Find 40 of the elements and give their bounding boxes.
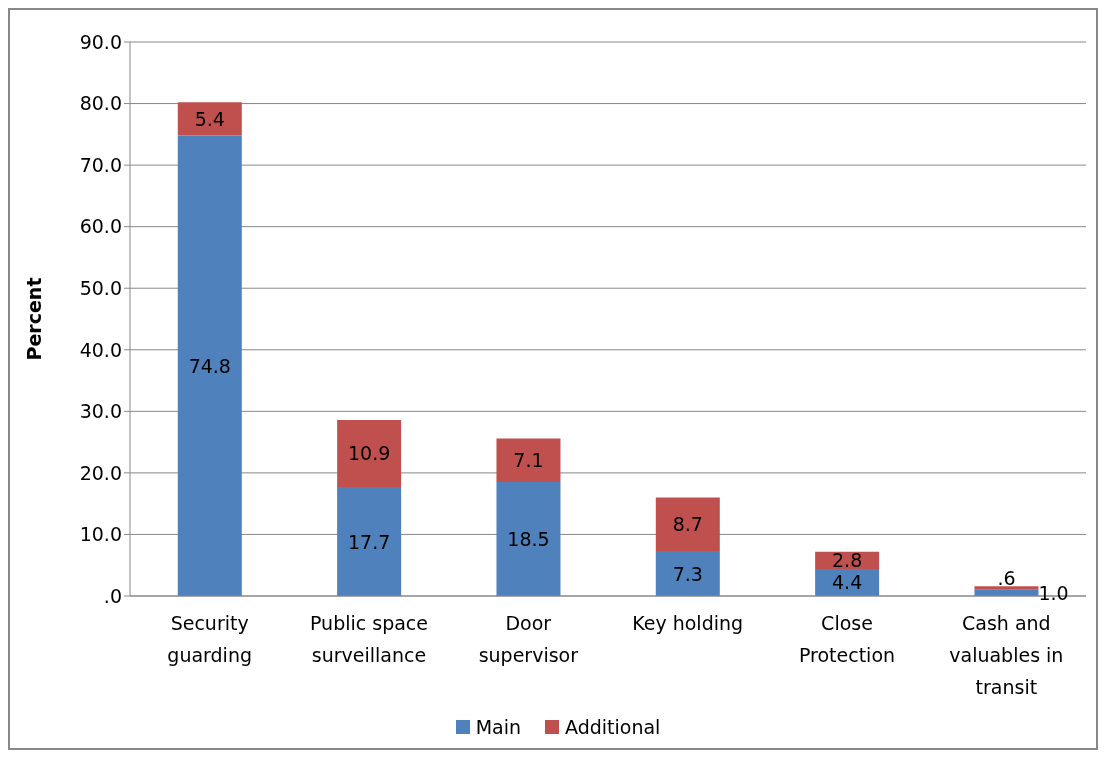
x-tick-label: Key holding — [632, 612, 744, 634]
y-tick-label: .0 — [103, 584, 122, 607]
y-tick-label: 10.0 — [79, 523, 122, 546]
bar — [337, 487, 402, 596]
x-tick-label: Door supervisor — [478, 612, 579, 666]
data-label: 2.8 — [832, 549, 863, 572]
bar — [655, 497, 720, 552]
x-tick-label: Close Protection — [798, 612, 896, 666]
bar — [337, 419, 402, 488]
y-axis-title: Percent — [22, 277, 45, 361]
data-label: 17.7 — [347, 530, 391, 553]
data-label: .6 — [997, 567, 1016, 590]
data-label: 74.8 — [188, 354, 231, 377]
x-tick-label: Public space surveillance — [309, 612, 429, 666]
data-label: 7.3 — [672, 562, 703, 585]
y-tick-label: 30.0 — [79, 400, 122, 423]
y-tick-label: 70.0 — [79, 153, 122, 176]
bar — [177, 102, 242, 136]
bar — [496, 438, 561, 483]
y-tick-label: 90.0 — [79, 30, 122, 53]
legend-label: Main — [474, 716, 521, 738]
data-label: 4.4 — [832, 571, 863, 594]
y-tick-label: 40.0 — [79, 338, 122, 361]
x-tick-label: Security guarding — [167, 612, 252, 666]
y-tick-label: 20.0 — [79, 461, 122, 484]
data-label: 1.0 — [1038, 581, 1069, 604]
bar — [655, 551, 720, 596]
bar — [177, 135, 242, 596]
y-tick-label: 60.0 — [79, 215, 122, 238]
data-label: 7.1 — [513, 449, 544, 472]
data-label: 8.7 — [672, 513, 703, 536]
y-tick-label: 80.0 — [79, 92, 122, 115]
bar — [974, 586, 1039, 590]
data-label: 10.9 — [347, 442, 391, 465]
legend-label: Additional — [564, 716, 661, 738]
bar — [496, 482, 561, 596]
y-tick-label: 50.0 — [79, 276, 122, 299]
x-tick-label: Cash and valuables in transit — [949, 612, 1064, 698]
data-label: 5.4 — [194, 107, 225, 130]
data-label: 18.5 — [507, 528, 550, 551]
